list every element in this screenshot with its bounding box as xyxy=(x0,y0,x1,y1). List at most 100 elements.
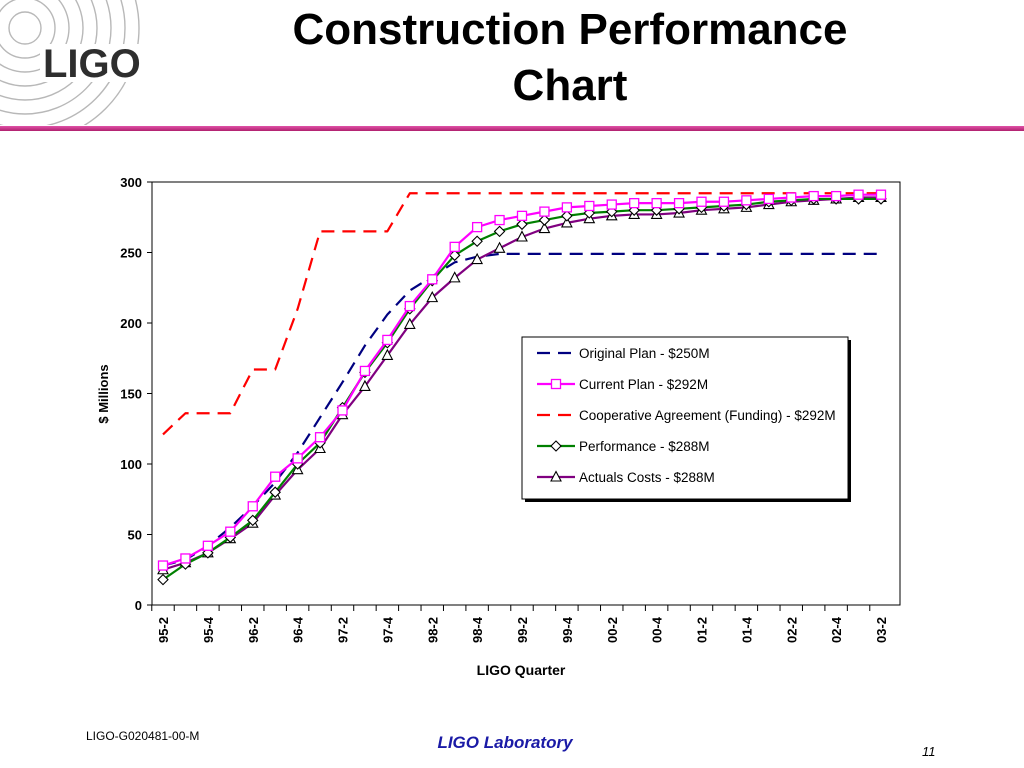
data-point xyxy=(225,526,236,537)
data-point xyxy=(629,197,640,209)
data-point xyxy=(337,405,348,416)
x-tick-label: 03-2 xyxy=(874,617,889,643)
data-point xyxy=(246,514,259,527)
data-point xyxy=(584,200,595,212)
data-point xyxy=(493,241,506,253)
x-tick-label: 01-4 xyxy=(739,616,754,643)
x-tick-label: 98-2 xyxy=(425,617,440,643)
data-point xyxy=(560,216,573,228)
data-point xyxy=(538,214,551,226)
data-point xyxy=(314,432,326,443)
data-point xyxy=(269,486,281,498)
data-point xyxy=(853,189,864,200)
y-tick-label: 50 xyxy=(128,528,142,543)
x-tick-label: 95-2 xyxy=(156,617,171,643)
x-tick-label: 98-4 xyxy=(470,616,485,643)
ligo-logo: LIGO xyxy=(0,0,158,125)
data-point xyxy=(494,214,505,226)
legend-label: Performance - $288M xyxy=(579,439,710,454)
data-point xyxy=(202,540,214,551)
x-tick-label: 96-2 xyxy=(246,617,261,643)
y-tick-label: 300 xyxy=(120,175,142,190)
data-point xyxy=(180,553,191,564)
x-tick-label: 00-2 xyxy=(605,617,620,643)
data-point xyxy=(550,470,562,482)
data-point xyxy=(404,300,415,312)
x-tick-label: 97-2 xyxy=(336,617,351,643)
data-point xyxy=(359,379,371,392)
y-tick-label: 150 xyxy=(120,387,142,402)
data-point xyxy=(427,274,438,285)
data-point xyxy=(382,334,393,346)
data-point xyxy=(696,196,707,207)
data-point xyxy=(539,206,550,217)
slide-title: Construction Performance Chart xyxy=(200,2,940,114)
data-point xyxy=(157,560,169,571)
data-point xyxy=(606,199,617,210)
logo-text: LIGO xyxy=(43,42,141,86)
x-tick-label: 99-2 xyxy=(515,617,530,643)
data-point xyxy=(448,271,461,283)
data-point xyxy=(651,197,662,209)
data-point xyxy=(550,378,562,390)
data-point xyxy=(875,189,887,200)
data-point xyxy=(786,192,797,203)
data-point xyxy=(448,249,461,262)
data-point xyxy=(741,195,752,206)
data-point xyxy=(292,453,303,464)
data-point xyxy=(763,193,774,205)
data-point xyxy=(359,365,371,377)
data-point xyxy=(471,252,484,265)
x-axis-label: LIGO Quarter xyxy=(477,662,566,678)
data-point xyxy=(471,235,483,247)
chart-legend: Original Plan - $250M Current Plan - $292… xyxy=(521,336,851,502)
legend-box xyxy=(521,336,849,500)
data-point xyxy=(561,210,573,222)
legend-label: Original Plan - $250M xyxy=(579,346,710,361)
series-line-0 xyxy=(162,252,881,567)
data-point xyxy=(516,210,528,221)
data-point xyxy=(449,241,460,253)
data-point xyxy=(426,290,439,303)
chart-series xyxy=(157,189,887,586)
data-point xyxy=(673,197,685,209)
data-point xyxy=(538,221,551,234)
x-tick-label: 95-4 xyxy=(201,616,216,643)
data-point xyxy=(270,471,281,482)
data-point xyxy=(381,348,394,360)
series-line-2 xyxy=(162,192,881,436)
x-tick-label: 99-4 xyxy=(560,616,575,643)
y-tick-label: 250 xyxy=(120,246,142,261)
data-point xyxy=(471,221,483,233)
data-point xyxy=(718,196,730,207)
x-tick-label: 02-2 xyxy=(784,617,799,643)
legend-label: Current Plan - $292M xyxy=(579,377,708,392)
data-point xyxy=(247,501,258,512)
document-id: LIGO-G020481-00-M xyxy=(86,729,200,743)
data-point xyxy=(550,440,562,452)
data-point xyxy=(403,317,416,329)
y-tick-label: 200 xyxy=(120,316,142,331)
footer-lab-name: LIGO Laboratory xyxy=(437,733,573,752)
data-point xyxy=(516,218,528,231)
y-tick-label: 100 xyxy=(120,457,142,472)
x-tick-label: 00-4 xyxy=(650,616,665,643)
legend-label: Cooperative Agreement (Funding) - $292M xyxy=(579,408,836,423)
data-point xyxy=(493,225,506,238)
x-tick-label: 96-4 xyxy=(291,616,306,643)
legend-label: Actuals Costs - $288M xyxy=(579,470,715,485)
x-tick-label: 02-4 xyxy=(829,616,844,643)
data-point xyxy=(157,573,169,586)
x-tick-label: 97-4 xyxy=(380,616,395,643)
header-rule xyxy=(0,126,1024,131)
data-point xyxy=(808,190,819,202)
title-line-1: Construction Performance xyxy=(292,5,848,54)
data-point xyxy=(830,190,842,202)
title-line-2: Chart xyxy=(512,61,628,110)
y-axis-label: $ Millions xyxy=(96,364,111,423)
x-tick-label: 01-2 xyxy=(695,617,710,643)
y-tick-label: 0 xyxy=(135,598,142,613)
data-point xyxy=(561,202,573,213)
data-point xyxy=(516,230,528,242)
